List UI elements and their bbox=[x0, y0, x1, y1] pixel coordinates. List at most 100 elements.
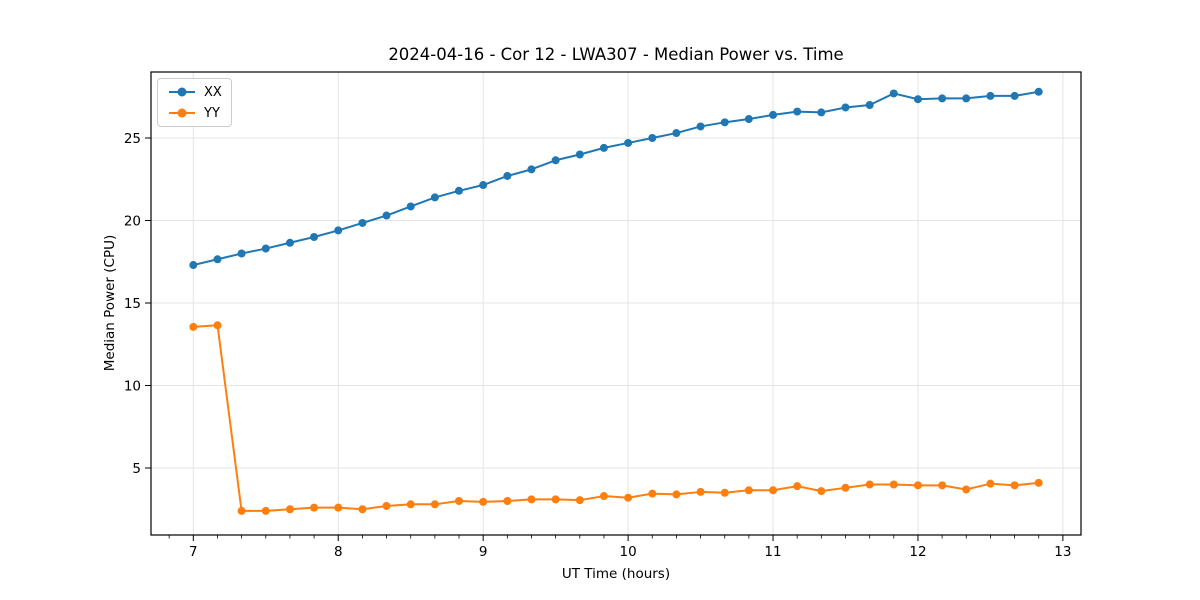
data-point-xx bbox=[406, 202, 415, 211]
data-point-yy bbox=[817, 487, 826, 496]
data-point-xx bbox=[237, 249, 246, 258]
data-point-xx bbox=[938, 94, 947, 103]
data-point-yy bbox=[648, 489, 657, 498]
data-point-yy bbox=[406, 500, 415, 509]
chart-title: 2024-04-16 - Cor 12 - LWA307 - Median Po… bbox=[388, 45, 843, 64]
series-line-yy bbox=[192, 324, 1040, 512]
y-tick-label: 20 bbox=[124, 214, 141, 230]
x-tick-label: 8 bbox=[334, 544, 343, 560]
data-point-yy bbox=[237, 506, 246, 515]
data-point-xx bbox=[310, 233, 319, 242]
data-point-xx bbox=[841, 103, 850, 112]
x-tick-label: 11 bbox=[764, 544, 781, 560]
legend-marker-yy-icon bbox=[169, 108, 195, 118]
x-tick-label: 13 bbox=[1054, 544, 1071, 560]
data-point-xx bbox=[986, 91, 995, 100]
data-point-yy bbox=[551, 495, 560, 504]
data-point-yy bbox=[793, 482, 802, 491]
data-point-xx bbox=[624, 138, 633, 147]
data-point-xx bbox=[1034, 87, 1043, 96]
data-point-xx bbox=[527, 165, 536, 174]
data-point-yy bbox=[744, 486, 753, 495]
data-point-xx bbox=[358, 218, 367, 227]
data-point-xx bbox=[889, 89, 898, 98]
data-point-yy bbox=[962, 485, 971, 494]
data-point-yy bbox=[213, 321, 222, 330]
data-point-xx bbox=[454, 186, 463, 195]
y-tick-label: 5 bbox=[132, 461, 141, 477]
data-point-xx bbox=[720, 118, 729, 127]
x-tick-label: 10 bbox=[620, 544, 637, 560]
data-point-xx bbox=[599, 143, 608, 152]
y-tick-label: 10 bbox=[124, 379, 141, 395]
data-point-yy bbox=[720, 488, 729, 497]
data-point-yy bbox=[454, 497, 463, 506]
y-tick-label: 15 bbox=[124, 296, 141, 312]
data-point-yy bbox=[769, 486, 778, 495]
data-point-yy bbox=[527, 495, 536, 504]
data-point-yy bbox=[1010, 481, 1019, 490]
data-point-xx bbox=[1010, 91, 1019, 100]
data-point-yy bbox=[358, 505, 367, 514]
data-point-yy bbox=[261, 506, 270, 515]
axis-tick-labels: 7 8 9 10 11 12 13 5 10 15 20 25 bbox=[124, 131, 1072, 560]
data-point-yy bbox=[986, 479, 995, 488]
data-point-yy bbox=[599, 492, 608, 501]
legend-marker-xx-icon bbox=[169, 87, 195, 97]
data-point-xx bbox=[551, 156, 560, 165]
legend-label-xx: XX bbox=[204, 84, 222, 100]
data-point-xx bbox=[430, 193, 439, 202]
data-point-yy bbox=[479, 497, 488, 506]
data-point-xx bbox=[793, 107, 802, 116]
data-point-yy bbox=[575, 496, 584, 505]
x-axis-label: UT Time (hours) bbox=[562, 566, 670, 582]
data-point-yy bbox=[1034, 478, 1043, 487]
data-point-xx bbox=[285, 238, 294, 247]
data-point-xx bbox=[672, 129, 681, 138]
data-point-xx bbox=[648, 134, 657, 143]
data-point-yy bbox=[913, 481, 922, 490]
data-point-xx bbox=[261, 244, 270, 253]
data-point-xx bbox=[189, 261, 198, 270]
data-point-xx bbox=[865, 101, 874, 110]
data-point-yy bbox=[624, 493, 633, 502]
data-point-yy bbox=[696, 487, 705, 496]
legend-item-xx: XX bbox=[167, 84, 222, 100]
data-point-xx bbox=[213, 255, 222, 264]
data-point-yy bbox=[189, 322, 198, 331]
data-point-yy bbox=[938, 481, 947, 490]
data-point-xx bbox=[479, 181, 488, 190]
data-point-xx bbox=[962, 94, 971, 103]
data-point-xx bbox=[769, 110, 778, 119]
data-point-yy bbox=[334, 503, 343, 512]
data-point-xx bbox=[382, 211, 391, 220]
data-point-xx bbox=[575, 150, 584, 159]
legend: XX YY bbox=[157, 78, 232, 127]
x-tick-label: 12 bbox=[909, 544, 926, 560]
data-point-xx bbox=[334, 226, 343, 235]
data-point-yy bbox=[310, 503, 319, 512]
data-point-xx bbox=[744, 115, 753, 124]
data-point-xx bbox=[503, 171, 512, 180]
legend-item-yy: YY bbox=[167, 105, 222, 121]
legend-label-yy: YY bbox=[204, 105, 220, 121]
series-layer bbox=[189, 87, 1043, 515]
data-point-yy bbox=[503, 497, 512, 506]
data-point-yy bbox=[841, 483, 850, 492]
x-tick-label: 7 bbox=[189, 544, 198, 560]
grid bbox=[151, 72, 1081, 535]
data-point-yy bbox=[430, 500, 439, 509]
series-line-xx bbox=[192, 90, 1040, 267]
data-point-yy bbox=[672, 490, 681, 499]
data-point-xx bbox=[696, 122, 705, 131]
data-point-xx bbox=[817, 108, 826, 117]
data-point-yy bbox=[285, 505, 294, 514]
data-point-yy bbox=[889, 480, 898, 489]
data-point-yy bbox=[382, 501, 391, 510]
y-axis-label: Median Power (CPU) bbox=[102, 235, 118, 371]
data-point-xx bbox=[913, 95, 922, 104]
data-point-yy bbox=[865, 480, 874, 489]
x-tick-label: 9 bbox=[479, 544, 488, 560]
